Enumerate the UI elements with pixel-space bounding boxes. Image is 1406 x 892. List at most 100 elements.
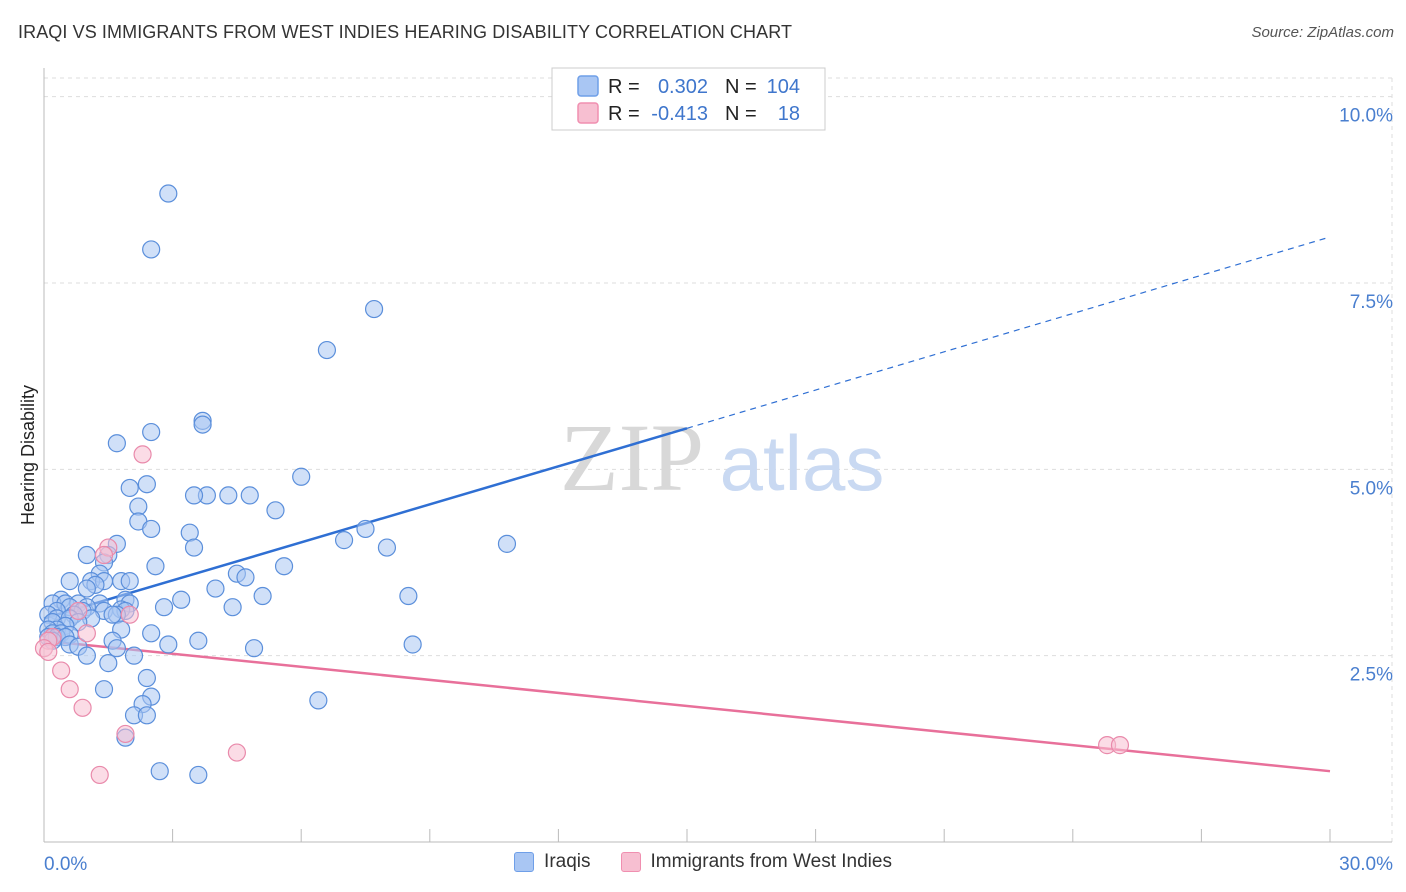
bottom-legend-swatch-west-indies	[620, 852, 641, 872]
iraqi-point	[142, 624, 161, 643]
legend-swatch-iraqis	[577, 75, 599, 97]
iraqi-point	[142, 240, 161, 259]
west-indies-point	[133, 445, 152, 464]
y-tick-labels: 2.5% 5.0% 7.5% 10.0%	[1339, 106, 1393, 686]
iraqi-point	[189, 631, 208, 650]
west-indies-point	[77, 624, 96, 643]
legend-n-label-2: N =	[725, 103, 757, 125]
bottom-legend-item-iraqis: Iraqis	[514, 851, 591, 873]
bottom-legend-label-iraqis: Iraqis	[544, 851, 591, 872]
west-indies-point	[120, 605, 139, 624]
iraqi-point	[193, 415, 212, 434]
iraqi-point	[146, 557, 165, 576]
chart-title: IRAQI VS IMMIGRANTS FROM WEST INDIES HEA…	[18, 22, 793, 42]
iraqi-point	[317, 340, 337, 360]
iraqi-point	[77, 545, 96, 565]
iraqi-point	[223, 598, 242, 617]
x-tick-label: 30.0%	[1339, 854, 1393, 875]
iraqi-point	[120, 478, 139, 498]
legend-n-value-2: 18	[778, 103, 800, 125]
iraqi-point	[219, 486, 238, 505]
west-indies-point	[94, 545, 114, 565]
x-tick-labels: 0.0% 30.0%	[44, 854, 1393, 875]
bottom-legend-swatch-iraqis	[514, 852, 535, 872]
iraqi-point	[77, 579, 96, 598]
legend-r-label-2: R =	[608, 103, 640, 125]
iraqi-point	[107, 434, 126, 453]
iraqi-point	[240, 486, 259, 505]
iraqi-point	[236, 568, 255, 587]
iraqi-point	[150, 762, 169, 781]
y-tick-label: 2.5%	[1350, 665, 1393, 686]
iraqi-point	[142, 519, 161, 539]
iraqi-point	[94, 680, 114, 699]
west-indies-point	[39, 642, 58, 662]
iraqi-point	[364, 299, 384, 319]
iraqi-point	[356, 519, 375, 539]
iraqi-point	[172, 590, 191, 609]
west-indies-point	[90, 765, 109, 785]
watermark: ZIP atlas	[560, 404, 884, 511]
iraqi-point	[309, 691, 328, 710]
iraqi-point	[124, 646, 144, 665]
west-indies-point	[52, 661, 71, 680]
iraqi-point	[334, 531, 354, 550]
iraqi-point	[99, 654, 118, 673]
y-tick-label: 5.0%	[1350, 478, 1393, 499]
west-indies-point	[1110, 736, 1130, 755]
iraqi-point	[274, 557, 294, 576]
west-indies-point	[60, 680, 79, 699]
iraqi-point	[253, 586, 272, 606]
legend-swatch-west-indies	[577, 102, 599, 124]
west-indies-point	[69, 601, 88, 621]
data-points	[34, 184, 1130, 785]
iraqi-point	[184, 486, 204, 505]
west-indies-point	[73, 698, 92, 717]
iraqi-point	[137, 706, 156, 725]
iraqi-point	[266, 501, 285, 520]
iraqi-point	[206, 579, 225, 598]
bottom-legend-label-west-indies: Immigrants from West Indies	[650, 851, 892, 872]
iraqi-point	[154, 598, 174, 617]
y-tick-label: 10.0%	[1339, 106, 1393, 127]
iraqi-point	[189, 765, 208, 785]
iraqi-point	[403, 635, 422, 654]
watermark-atlas: atlas	[720, 419, 885, 507]
iraqi-point	[60, 572, 79, 591]
watermark-zip: ZIP	[560, 404, 704, 511]
iraqi-point	[159, 635, 178, 654]
iraqi-point	[497, 534, 517, 553]
iraqi-point	[399, 586, 418, 606]
iraqi-point	[292, 467, 311, 486]
y-axis-label: Hearing Disability	[18, 385, 38, 525]
iraqi-point	[142, 422, 161, 442]
iraqi-point	[137, 668, 156, 688]
iraqi-point	[77, 646, 96, 665]
legend-r-value-2: -0.413	[651, 103, 708, 125]
iraqi-trend-extension	[686, 237, 1326, 429]
iraqi-point	[120, 572, 139, 591]
stats-legend: R = 0.302 N = 104 R = -0.413 N = 18	[551, 67, 826, 131]
iraqi-point	[244, 639, 264, 658]
iraqi-point	[107, 639, 126, 658]
y-tick-label: 7.5%	[1350, 292, 1393, 313]
x-tick-label: 0.0%	[44, 854, 87, 875]
axes	[43, 68, 1392, 843]
iraqi-point	[377, 538, 397, 557]
iraqi-point	[137, 475, 156, 494]
bottom-legend-item-west-indies: Immigrants from West Indies	[620, 851, 892, 873]
iraqi-point	[159, 184, 178, 203]
gridlines	[44, 77, 1393, 842]
iraqi-point	[180, 523, 199, 542]
iraqi-point	[103, 605, 122, 624]
legend-r-value-1: 0.302	[658, 76, 708, 98]
west-indies-point	[227, 743, 246, 762]
legend-r-label-1: R =	[608, 76, 640, 98]
iraqi-point	[184, 538, 204, 557]
bottom-legend: Iraqis Immigrants from West Indies	[0, 851, 1406, 873]
legend-n-label-1: N =	[725, 76, 757, 98]
west-indies-point	[116, 724, 135, 744]
source-credit: Source: ZipAtlas.com	[1251, 24, 1394, 41]
legend-n-value-1: 104	[767, 76, 800, 98]
